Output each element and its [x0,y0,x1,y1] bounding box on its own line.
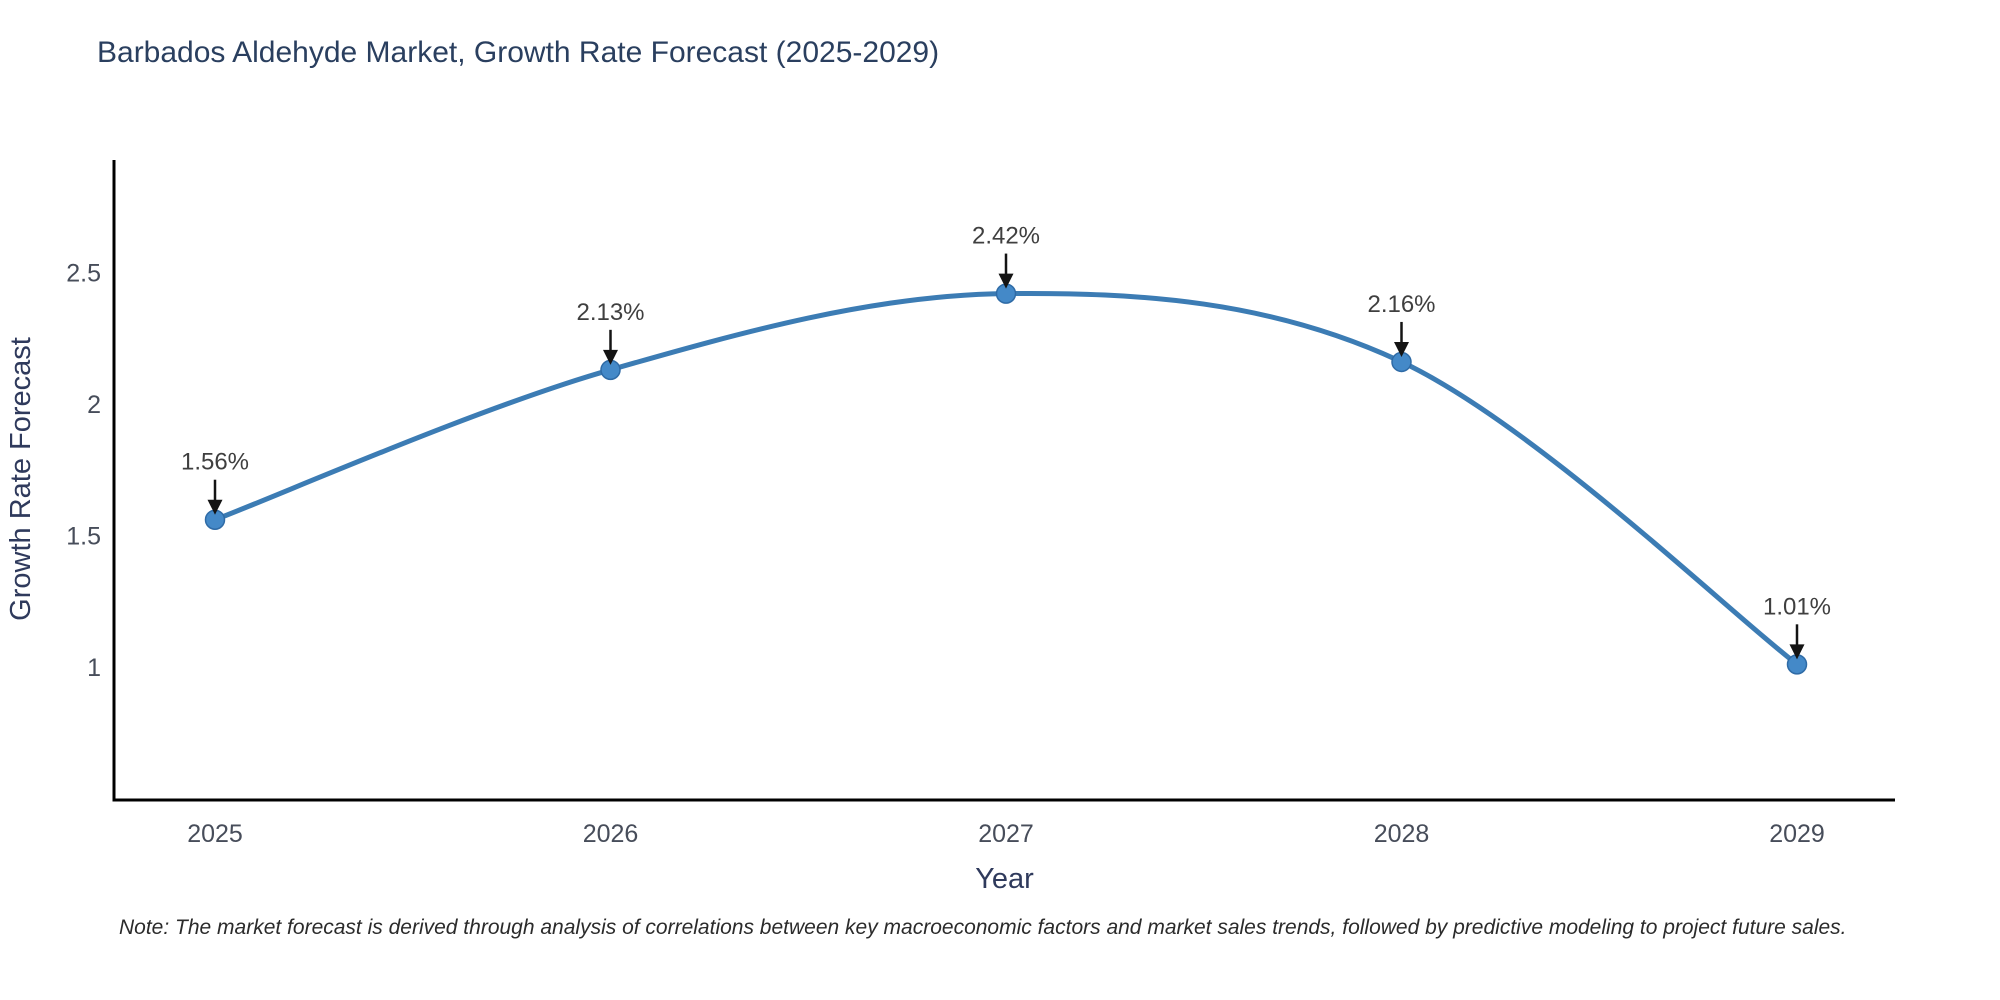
point-value-label: 2.16% [1367,291,1435,318]
axis-spines [112,160,1895,802]
x-tick-label: 2029 [1769,820,1825,848]
x-tick-label: 2026 [583,820,639,848]
x-tick-label: 2025 [187,820,243,848]
chart-title: Barbados Aldehyde Market, Growth Rate Fo… [97,36,940,69]
annotation-arrow-head [603,349,618,365]
point-value-label: 2.42% [972,223,1040,250]
annotation-arrow-head [1394,341,1409,357]
annotation-arrow-head [207,499,223,515]
y-tick-label: 2 [87,391,101,419]
y-tick-label: 2.5 [66,260,101,288]
annotation-arrow-head [998,273,1014,289]
footnote: Note: The market forecast is derived thr… [119,916,1847,939]
trend-line [212,290,1800,667]
y-axis-label: Growth Rate Forecast [5,337,37,621]
x-tick-label: 2027 [978,820,1034,848]
y-tick-label: 1.5 [66,522,101,550]
point-value-label: 1.01% [1763,593,1831,620]
x-axis-label: Year [975,863,1034,895]
y-tick-label: 1 [87,654,101,682]
x-tick-label: 2028 [1374,820,1430,848]
annotation-arrow-head [1789,644,1805,660]
point-value-label: 2.13% [576,299,644,326]
point-value-label: 1.56% [181,449,249,476]
